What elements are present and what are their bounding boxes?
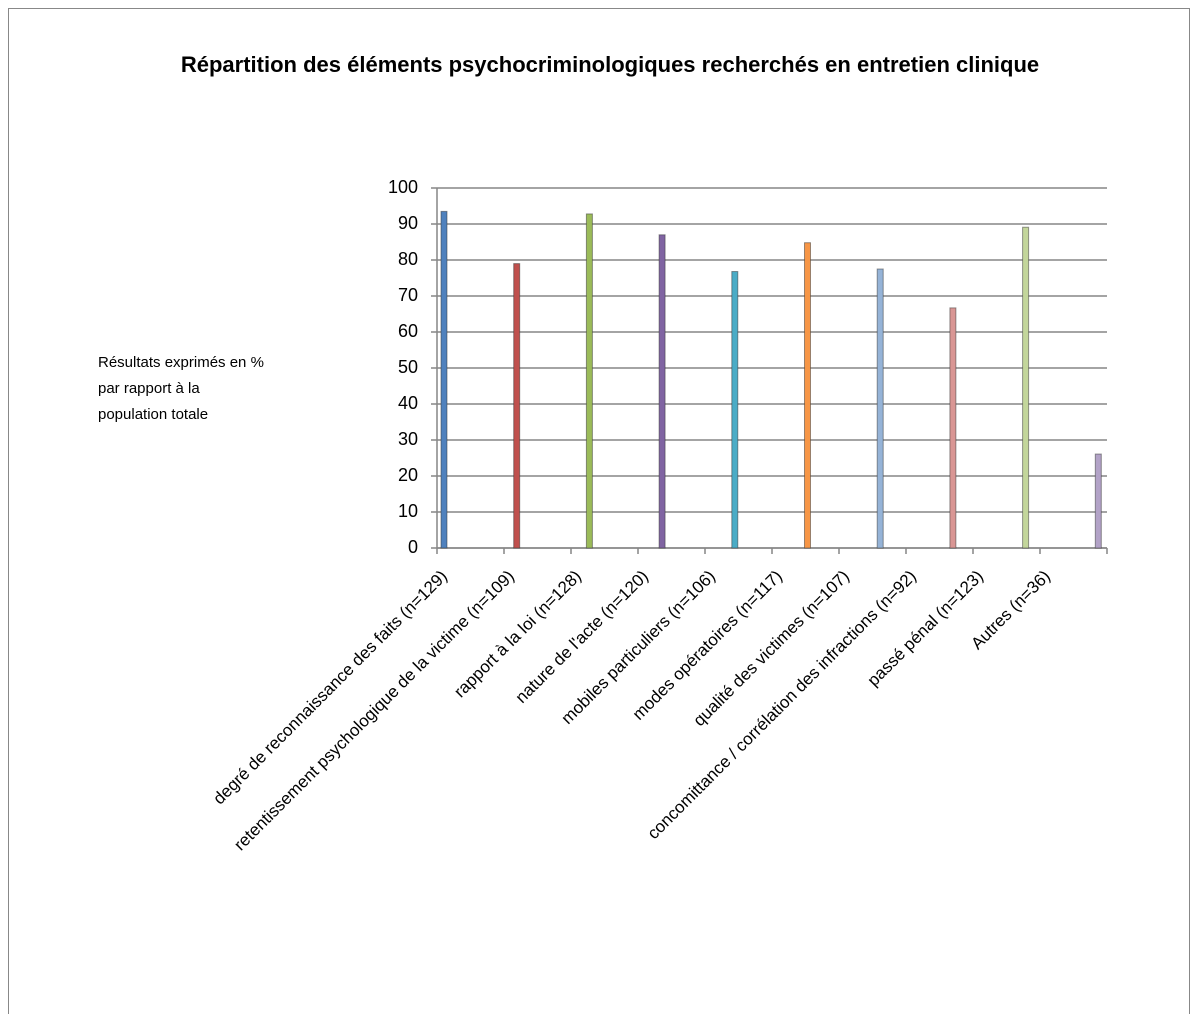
y-tick-label: 90 xyxy=(398,213,418,233)
y-tick-label: 50 xyxy=(398,357,418,377)
x-tick-label: nature de l'acte (n=120) xyxy=(512,567,652,707)
y-tick-label: 30 xyxy=(398,429,418,449)
bar xyxy=(804,242,811,549)
y-tick-label: 60 xyxy=(398,321,418,341)
bar xyxy=(1094,453,1102,549)
chart-title: Répartition des éléments psychocriminolo… xyxy=(180,52,1040,77)
bar xyxy=(513,263,521,549)
bar xyxy=(949,307,957,549)
bar xyxy=(440,210,448,549)
annotation: Résultats exprimés en % par rapport à la p… xyxy=(98,350,264,428)
y-tick-label: 10 xyxy=(398,501,418,521)
x-tick-label: rapport à la loi (n=128) xyxy=(450,567,585,702)
frame xyxy=(8,8,1190,1014)
bar xyxy=(658,234,666,549)
y-tick-label: 100 xyxy=(388,177,418,197)
bar xyxy=(731,271,739,549)
x-tick-label: retentissement psychologique de la victi… xyxy=(230,567,518,855)
y-tick-label: 0 xyxy=(408,537,418,557)
y-tick-label: 70 xyxy=(398,285,418,305)
x-tick-label: passé pénal (n=123) xyxy=(864,567,987,690)
y-tick-label: 80 xyxy=(398,249,418,269)
bar xyxy=(585,213,593,549)
y-tick-label: 40 xyxy=(398,393,418,413)
annotation-line: par rapport à la xyxy=(98,380,200,397)
bar xyxy=(1022,226,1030,549)
x-tick-label: degré de reconnaissance des faits (n=129… xyxy=(209,567,451,809)
annotation-line: population totale xyxy=(98,406,209,423)
y-tick-label: 20 xyxy=(398,465,418,485)
annotation-line: Résultats exprimés en % xyxy=(98,354,264,371)
bar xyxy=(876,268,884,549)
